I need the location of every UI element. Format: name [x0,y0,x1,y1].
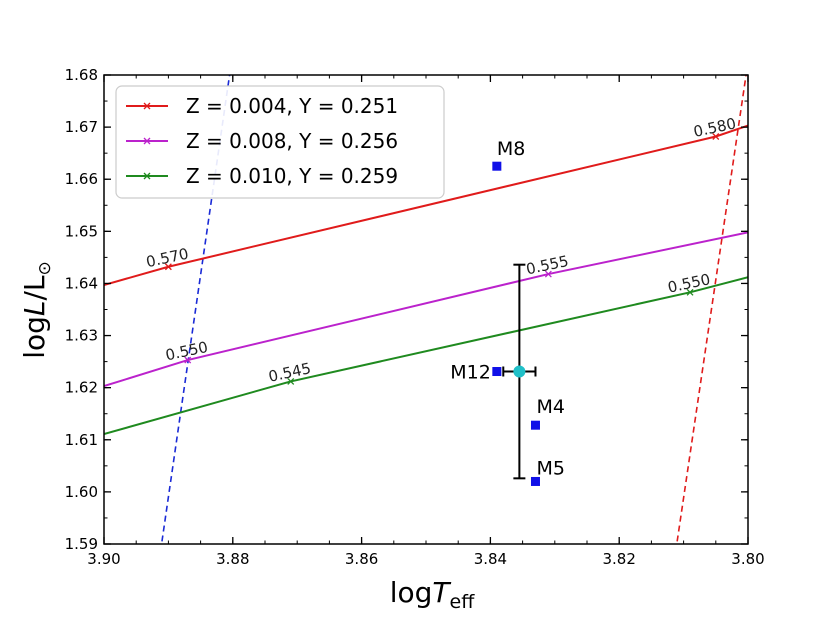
x-tick-label: 3.90 [87,550,120,568]
legend-marker [143,172,151,180]
star-marker-m8 [492,161,502,171]
star-marker-m4 [530,420,540,430]
star-label-m8: M8 [497,138,525,160]
legend-label: Z = 0.004, Y = 0.251 [186,94,398,118]
star-label-m4: M4 [536,396,564,418]
marker-stroke [544,270,552,278]
star-label-m12: M12 [450,362,491,384]
series-line-3 [104,276,748,436]
x-axis-label: logTeff [390,576,475,613]
series-3-marker-1 [287,377,295,385]
marker-stroke [712,133,720,140]
x-tick-label: 3.80 [731,550,764,568]
marker-stroke [184,356,192,364]
y-tick-label: 1.65 [65,222,98,240]
y-tick-label: 1.62 [65,379,98,397]
legend-marker [143,137,151,145]
legend-entry-2: Z = 0.008, Y = 0.256 [126,129,398,153]
x-axis-label-symbol: T [432,576,451,609]
y-tick-label: 1.64 [65,274,98,292]
y-tick-label: 1.66 [65,170,98,188]
x-tick-label: 3.84 [474,550,507,568]
series-1-marker-1 [164,263,172,271]
legend: Z = 0.004, Y = 0.251 Z = 0.008, Y = 0.256… [115,85,445,199]
y-axis-label-symbol: L [18,301,51,317]
y-axis-label-subscript: ⊙ [35,261,55,275]
x-tick-label: 3.88 [216,550,249,568]
x-axis-label-prefix: log [390,576,433,609]
y-tick-label: 1.60 [65,483,98,501]
series-line-1 [104,124,748,286]
y-tick-label: 1.68 [65,66,98,84]
legend-marker [143,102,151,110]
mean-point [513,365,526,378]
x-axis-label-subscript: eff [450,591,476,613]
marker-stroke [287,377,295,385]
star-label-m5: M5 [536,457,564,479]
dashed-line-2 [676,75,747,542]
y-axis-label: logL/L⊙ [18,261,55,359]
y-tick-label: 1.61 [65,431,98,449]
series-3-marker-2 [686,288,694,296]
series-2-marker-1 [184,356,192,364]
star-marker-m12 [492,367,502,377]
x-tick-label: 3.82 [602,550,635,568]
legend-box [115,85,445,199]
series-line-2 [104,231,748,388]
y-axis-label-prefix: log [18,316,51,359]
axes: M8 M12 M4 M5 3.90 3.88 3.86 3.84 3.82 3.80 1.59 1.6… [65,66,765,568]
star-marker-m5 [530,476,540,486]
marker-stroke [164,263,172,271]
series-1-marker-2 [712,133,720,140]
y-tick-label: 1.63 [65,327,98,345]
y-tick-label: 1.59 [65,535,98,553]
legend-entry-3: Z = 0.010, Y = 0.259 [126,164,398,188]
y-axis-label-suffix: /L [18,275,51,300]
series-2-marker-2 [544,270,552,278]
legend-label: Z = 0.010, Y = 0.259 [186,164,398,188]
x-tick-label: 3.86 [345,550,378,568]
legend-entry-1: Z = 0.004, Y = 0.251 [126,94,398,118]
marker-stroke [686,288,694,296]
y-tick-label: 1.67 [65,118,98,136]
legend-label: Z = 0.008, Y = 0.256 [186,129,398,153]
